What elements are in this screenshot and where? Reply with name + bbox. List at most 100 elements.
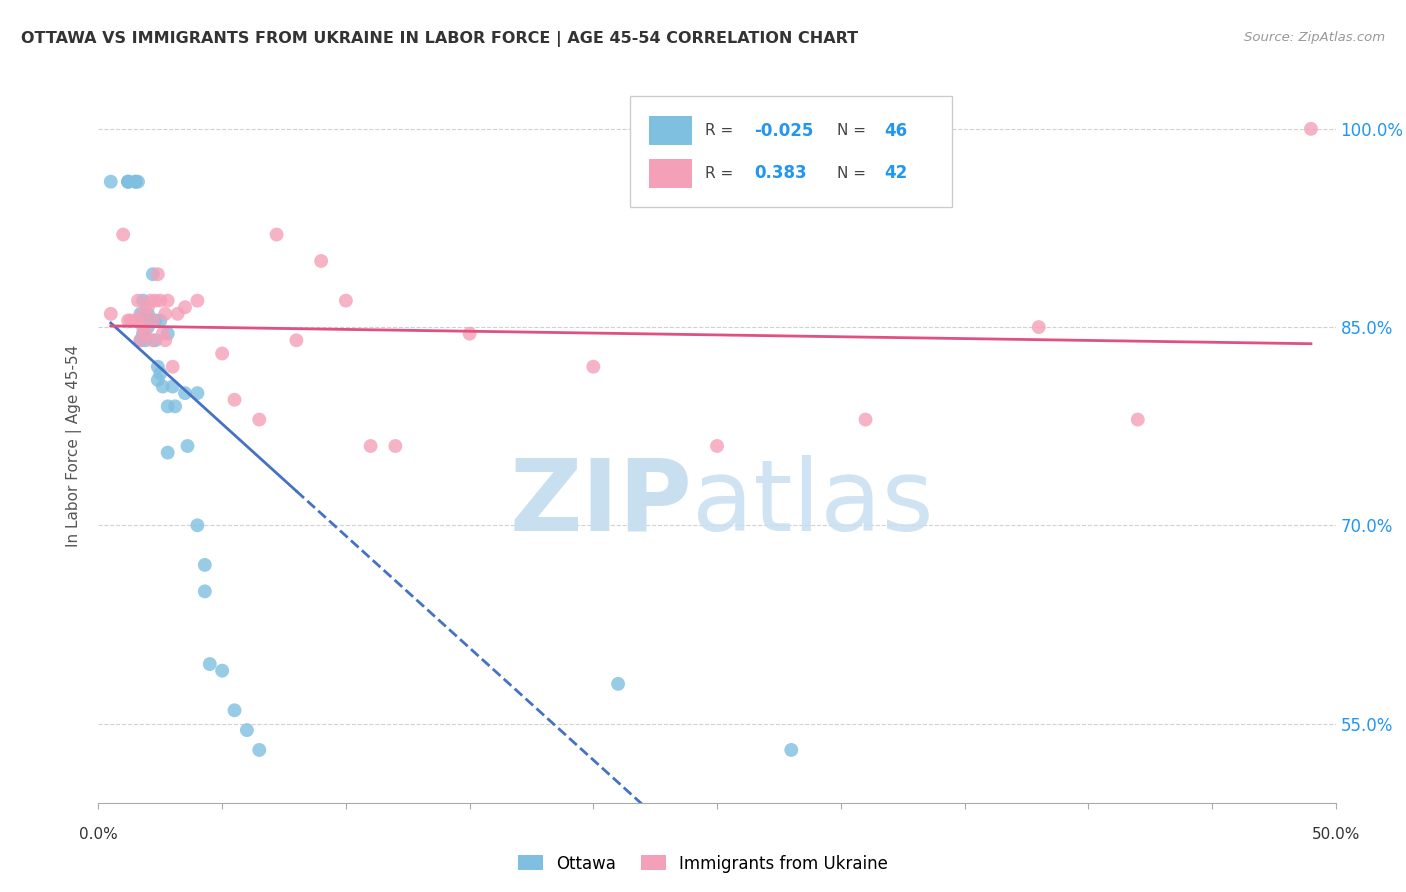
Point — [186, 386, 208, 401]
Point — [1028, 320, 1050, 334]
Point — [360, 439, 382, 453]
Point — [186, 518, 208, 533]
Point — [224, 392, 246, 407]
Point — [134, 333, 156, 347]
Point — [142, 333, 165, 347]
Point — [285, 333, 308, 347]
Point — [162, 379, 184, 393]
Point — [706, 439, 728, 453]
Point — [134, 313, 156, 327]
Point — [120, 313, 142, 327]
Point — [136, 300, 159, 314]
Point — [156, 326, 179, 341]
Point — [143, 293, 166, 308]
Text: ZIP: ZIP — [509, 455, 692, 551]
Point — [117, 313, 139, 327]
Point — [247, 743, 270, 757]
Point — [146, 267, 169, 281]
Point — [100, 307, 122, 321]
Point — [142, 313, 165, 327]
Point — [855, 412, 877, 426]
Point — [124, 175, 146, 189]
Point — [132, 313, 155, 327]
Point — [1299, 121, 1322, 136]
Bar — [650, 116, 692, 145]
Point — [139, 293, 162, 308]
Text: 0.0%: 0.0% — [79, 827, 118, 841]
Point — [211, 664, 233, 678]
Point — [156, 293, 179, 308]
Point — [132, 293, 155, 308]
Legend: Ottawa, Immigrants from Ukraine: Ottawa, Immigrants from Ukraine — [512, 848, 894, 880]
Point — [458, 326, 481, 341]
Point — [124, 175, 146, 189]
Text: OTTAWA VS IMMIGRANTS FROM UKRAINE IN LABOR FORCE | AGE 45-54 CORRELATION CHART: OTTAWA VS IMMIGRANTS FROM UKRAINE IN LAB… — [21, 31, 858, 47]
Point — [166, 307, 188, 321]
Point — [198, 657, 221, 671]
Point — [156, 445, 179, 459]
Point — [117, 175, 139, 189]
Point — [142, 267, 165, 281]
Point — [224, 703, 246, 717]
Point — [129, 333, 152, 347]
Point — [247, 412, 270, 426]
Point — [780, 743, 803, 757]
Point — [236, 723, 259, 738]
Point — [136, 307, 159, 321]
Point — [149, 293, 172, 308]
Point — [134, 326, 156, 341]
Point — [132, 320, 155, 334]
Point — [112, 227, 135, 242]
Point — [162, 359, 184, 374]
Text: Source: ZipAtlas.com: Source: ZipAtlas.com — [1244, 31, 1385, 45]
Text: N =: N = — [837, 166, 870, 181]
Bar — [650, 159, 692, 187]
Point — [136, 320, 159, 334]
Point — [607, 677, 630, 691]
Point — [127, 313, 149, 327]
Text: 0.383: 0.383 — [754, 164, 807, 182]
Text: N =: N = — [837, 123, 870, 138]
Point — [127, 293, 149, 308]
Text: 46: 46 — [884, 121, 907, 139]
Point — [266, 227, 288, 242]
Point — [100, 175, 122, 189]
Text: R =: R = — [704, 123, 738, 138]
Point — [335, 293, 357, 308]
Point — [174, 300, 197, 314]
FancyBboxPatch shape — [630, 96, 952, 207]
Point — [152, 326, 174, 341]
Y-axis label: In Labor Force | Age 45-54: In Labor Force | Age 45-54 — [66, 345, 83, 547]
Point — [117, 175, 139, 189]
Point — [149, 367, 172, 381]
Point — [139, 313, 162, 327]
Point — [132, 326, 155, 341]
Point — [129, 333, 152, 347]
Point — [156, 400, 179, 414]
Point — [127, 175, 149, 189]
Point — [309, 254, 332, 268]
Point — [142, 313, 165, 327]
Point — [134, 313, 156, 327]
Point — [117, 175, 139, 189]
Text: R =: R = — [704, 166, 742, 181]
Point — [165, 400, 187, 414]
Text: -0.025: -0.025 — [754, 121, 814, 139]
Point — [1126, 412, 1149, 426]
Point — [194, 584, 217, 599]
Point — [152, 379, 174, 393]
Point — [129, 307, 152, 321]
Text: atlas: atlas — [692, 455, 934, 551]
Point — [186, 293, 208, 308]
Point — [143, 333, 166, 347]
Point — [384, 439, 406, 453]
Point — [194, 558, 217, 572]
Point — [149, 313, 172, 327]
Point — [146, 373, 169, 387]
Point — [146, 359, 169, 374]
Point — [176, 439, 198, 453]
Point — [174, 386, 197, 401]
Point — [155, 333, 177, 347]
Point — [155, 307, 177, 321]
Text: 42: 42 — [884, 164, 907, 182]
